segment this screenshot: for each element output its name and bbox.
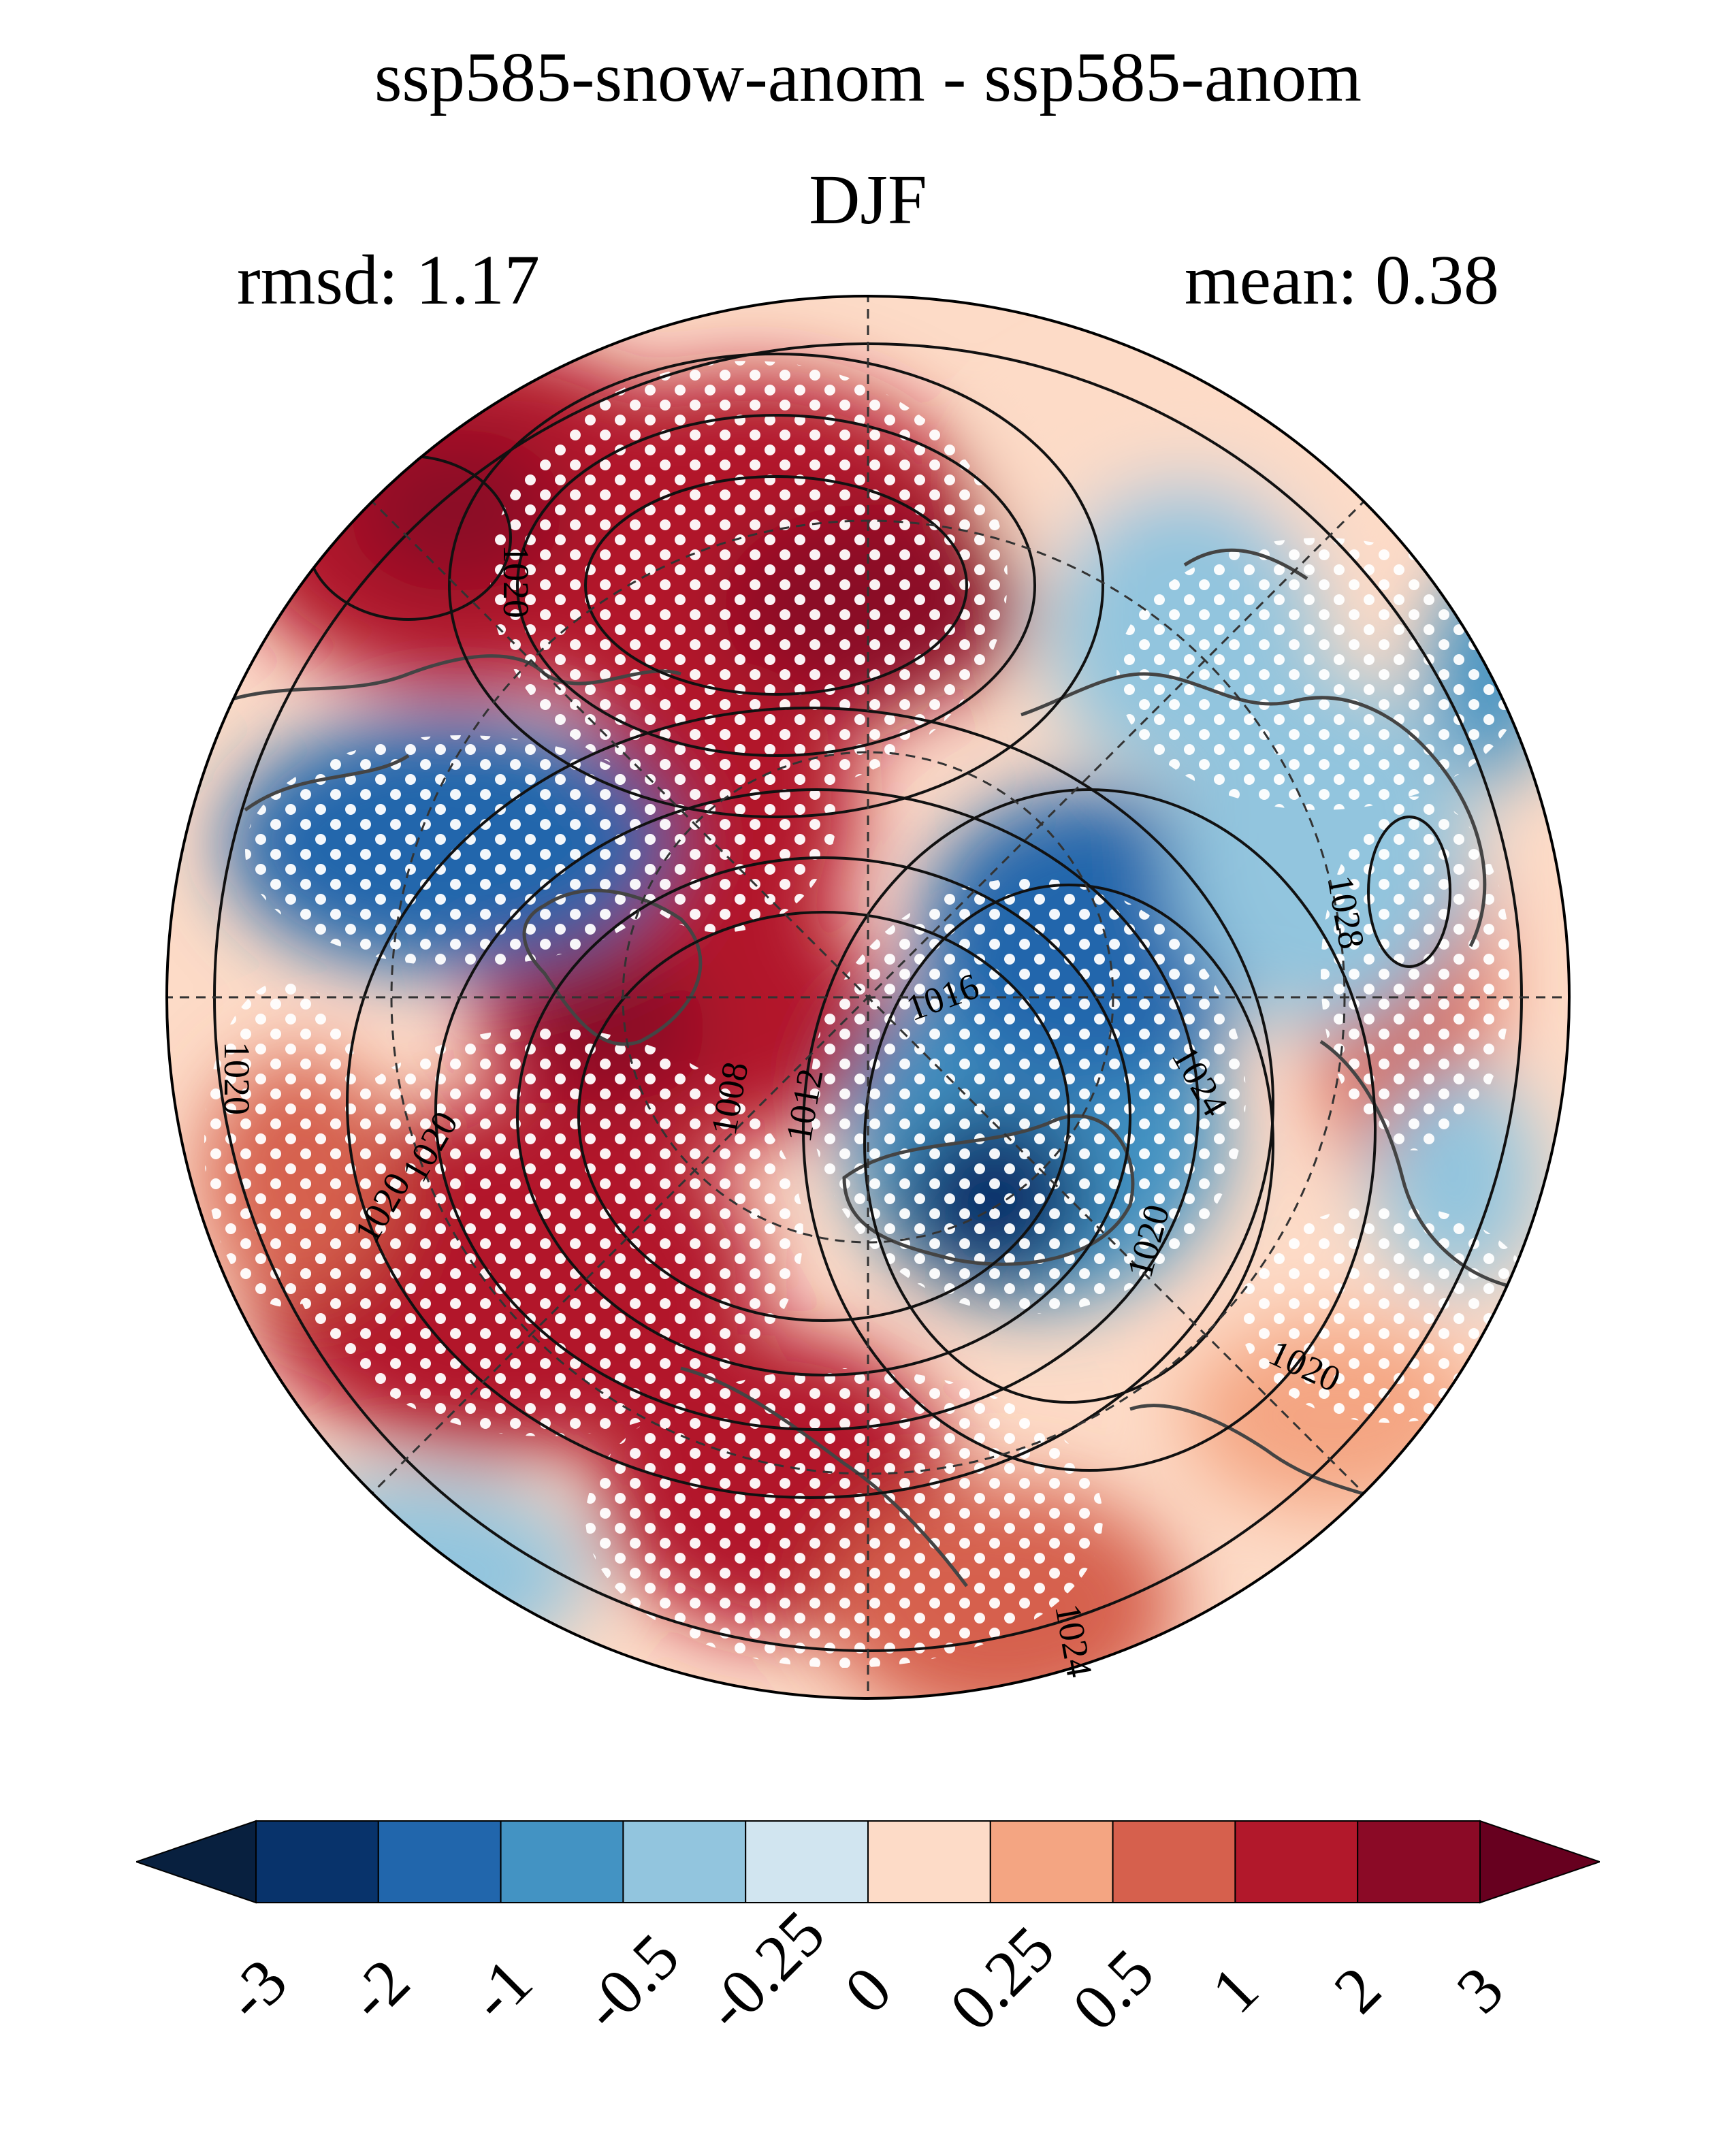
colorbar-box: [500, 1820, 624, 1903]
colorbar-tick-label: -0.5: [568, 1919, 693, 2044]
colorbar-tick-label: 0.25: [935, 1911, 1068, 2044]
colorbar: -3 -2 -1 -0.5 -0.25 0 0.25 0.5 1 2 3: [133, 1818, 1603, 2086]
map-boundary: [165, 295, 1571, 1700]
graticule: [167, 296, 1569, 1698]
colorbar-ticks: -3 -2 -1 -0.5 -0.25 0 0.25 0.5 1 2 3: [136, 1896, 1600, 2086]
colorbar-extend-high: [1479, 1820, 1603, 1904]
colorbar-box: [745, 1820, 869, 1903]
mean-label: mean: 0.38: [1184, 241, 1499, 319]
map-title: ssp585-snow-anom - ssp585-anom: [374, 38, 1362, 116]
colorbar-box: [989, 1820, 1114, 1903]
colorbar-tick-label: 0.5: [1057, 1935, 1168, 2044]
colorbar-tick-label: -1: [455, 1944, 546, 2035]
colorbar-box: [1112, 1820, 1236, 1903]
colorbar-extend-low: [133, 1820, 257, 1904]
contour-label: 1020: [496, 545, 536, 618]
season-label: DJF: [809, 161, 927, 239]
colorbar-box: [1234, 1820, 1359, 1903]
colorbar-tick-label: 3: [1442, 1952, 1517, 2027]
colorbar-box: [255, 1820, 379, 1903]
colorbar-tick-label: -2: [333, 1944, 423, 2035]
contour-label: 1020: [216, 1042, 257, 1115]
colorbar-tick-label: 1: [1197, 1952, 1272, 2027]
colorbar-box: [622, 1820, 747, 1903]
polar-map: 1020 1020 1020 1016 1008 1012 1024 1028 …: [165, 295, 1571, 1700]
rmsd-label: rmsd: 1.17: [237, 241, 540, 319]
colorbar-tick-label: 2: [1320, 1952, 1395, 2027]
colorbar-box: [377, 1820, 502, 1903]
colorbar-bar: [133, 1820, 1603, 1904]
significance-stippling: [204, 361, 1539, 1668]
colorbar-tick-label: -3: [210, 1944, 301, 2035]
colorbar-tick-label: -0.25: [690, 1896, 839, 2044]
colorbar-box: [867, 1820, 991, 1903]
colorbar-box: [1357, 1820, 1481, 1903]
